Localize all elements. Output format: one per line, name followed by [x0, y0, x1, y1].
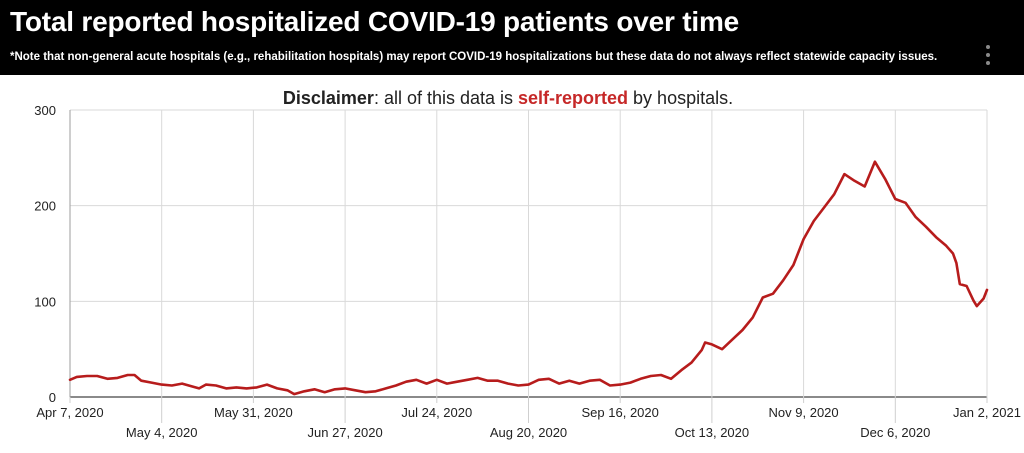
x-tick-label-7: Oct 13, 2020 [675, 425, 749, 440]
dashboard-header: Total reported hospitalized COVID-19 pat… [0, 0, 1024, 75]
x-tick-label-10: Jan 2, 2021 [953, 405, 1021, 420]
x-tick-label-9: Dec 6, 2020 [860, 425, 930, 440]
x-tick-label-0: Apr 7, 2020 [36, 405, 103, 420]
y-tick-label-100: 100 [34, 294, 56, 309]
x-tick-label-4: Jul 24, 2020 [401, 405, 472, 420]
disclaimer-label: Disclaimer [282, 88, 374, 108]
hospital-note: *Note that non-general acute hospitals (… [10, 51, 938, 63]
x-tick-label-6: Sep 16, 2020 [582, 405, 659, 420]
x-tick-label-2: May 31, 2020 [214, 405, 293, 420]
x-tick-label-5: Aug 20, 2020 [490, 425, 567, 440]
page-title: Total reported hospitalized COVID-19 pat… [10, 6, 740, 37]
disclaimer-text: : all of this data is [373, 88, 519, 108]
series-line-0 [68, 160, 989, 396]
y-tick-label-0: 0 [49, 390, 56, 405]
x-tick-label-8: Nov 9, 2020 [769, 405, 839, 420]
x-tick-label-1: May 4, 2020 [126, 425, 198, 440]
disclaimer-text-end: by hospitals. [628, 88, 734, 108]
y-tick-label-300: 300 [34, 103, 56, 118]
more-vert-icon[interactable] [984, 44, 992, 66]
disclaimer-highlight: self-reported [518, 88, 629, 108]
y-tick-label-200: 200 [34, 199, 56, 214]
disclaimer: Disclaimer: all of this data is self-rep… [0, 88, 1016, 109]
x-tick-label-3: Jun 27, 2020 [308, 425, 383, 440]
